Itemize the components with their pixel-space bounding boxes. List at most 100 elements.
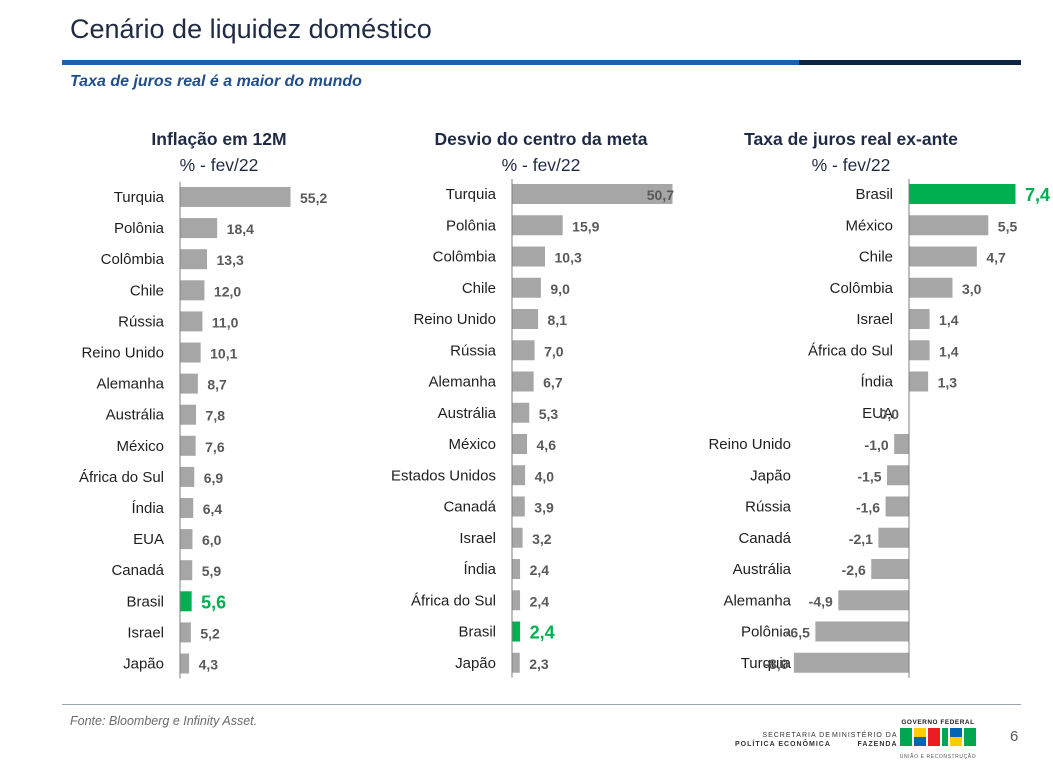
category-label: Canadá: [443, 499, 496, 516]
category-label: Reino Unido: [708, 436, 791, 453]
chart-subtitle: % - fev/22: [502, 155, 581, 175]
value-label: -8,0: [764, 656, 788, 672]
category-label: México: [448, 436, 496, 453]
value-label: 6,0: [202, 532, 222, 548]
value-label: 13,3: [217, 252, 244, 268]
category-label: Austrália: [733, 561, 792, 578]
value-label: 1,3: [938, 375, 958, 391]
chart-title: Taxa de juros real ex-ante: [744, 129, 958, 149]
value-label: 0,0: [880, 406, 900, 422]
chart-panel-1: Inflação em 12M % - fev/22 Turquia 55,2 Polô…: [79, 129, 327, 679]
value-label: 3,0: [962, 281, 982, 297]
value-label: 50,7: [647, 187, 674, 203]
value-label: 4,6: [537, 437, 557, 453]
title-rule-blue: [62, 60, 799, 65]
gov-logo: GOVERNO FEDERAL UNIÃO E RECONSTRUÇÃO: [898, 719, 978, 760]
value-label: 18,4: [227, 221, 254, 237]
org-secretaria: SECRETARIA DE POLÍTICA ECONÔMICA: [735, 731, 831, 749]
org-secretaria-line2: POLÍTICA ECONÔMICA: [735, 741, 831, 748]
value-label: 10,3: [555, 250, 582, 266]
value-label: 5,3: [539, 406, 559, 422]
chart-title: Desvio do centro da meta: [435, 129, 648, 149]
category-label: Alemanha: [96, 376, 164, 393]
category-label: Israel: [856, 311, 893, 328]
value-label: 2,4: [530, 593, 550, 609]
category-label: Turquia: [446, 186, 497, 203]
value-label: 2,3: [529, 656, 549, 672]
gov-logo-top: GOVERNO FEDERAL: [901, 719, 975, 726]
value-label: 1,4: [939, 343, 959, 359]
bar-índia: [180, 498, 194, 518]
value-label: 9,0: [550, 281, 570, 297]
category-label: Canadá: [111, 562, 164, 579]
value-label: 6,9: [204, 470, 224, 486]
value-label: 4,7: [986, 250, 1006, 266]
gov-logo-bottom: UNIÃO E RECONSTRUÇÃO: [899, 754, 977, 760]
bar-rússia: [512, 340, 535, 361]
chart-subtitle: % - fev/22: [180, 155, 259, 175]
bar-austrália: [180, 404, 197, 425]
page-number: 6: [1010, 728, 1019, 745]
value-label: 10,1: [210, 346, 237, 362]
bar-canadá: [180, 560, 193, 581]
category-label: Turquia: [741, 655, 792, 672]
value-label: 5,5: [998, 218, 1018, 234]
category-label: Chile: [130, 282, 164, 299]
category-label: Estados Unidos: [391, 467, 496, 484]
category-label: EUA: [133, 531, 164, 548]
bar-austrália: [871, 559, 909, 579]
bar-israel: [909, 309, 930, 329]
value-label: 4,3: [199, 657, 219, 673]
category-label: Reino Unido: [81, 345, 164, 362]
value-label: 1,4: [939, 312, 959, 328]
category-label: Austrália: [106, 407, 165, 424]
category-label: Rússia: [745, 499, 792, 516]
value-label: -2,1: [849, 531, 873, 547]
value-label: -2,6: [842, 562, 866, 578]
category-label: Israel: [127, 624, 164, 641]
category-label: Japão: [123, 656, 164, 673]
value-label: 8,7: [207, 377, 227, 393]
category-label: Brasil: [126, 593, 164, 610]
bar-israel: [512, 527, 523, 548]
bar-colômbia: [909, 277, 953, 298]
title-rule-dark: [799, 60, 1021, 65]
org-ministerio-line2: FAZENDA: [857, 741, 898, 748]
category-label: Japão: [750, 467, 791, 484]
bar-brasil: [180, 591, 192, 612]
category-label: Israel: [459, 530, 496, 547]
bar-chile: [180, 280, 205, 301]
value-label: 12,0: [214, 283, 241, 299]
gov-logo-mark: [900, 728, 976, 746]
value-label: 7,0: [544, 343, 564, 359]
bar-chile: [909, 246, 977, 267]
category-label: Turquia: [114, 189, 165, 206]
value-label: 55,2: [300, 190, 327, 206]
bar-reino-unido: [512, 309, 539, 329]
bar-turquia: [793, 652, 909, 673]
bar-japão: [180, 653, 190, 674]
category-label: México: [845, 217, 893, 234]
category-label: Índia: [463, 561, 496, 578]
bar-áfrica-do-sul: [180, 466, 195, 487]
bar-japão: [887, 465, 909, 486]
bar-estados-unidos: [512, 465, 526, 486]
bar-turquia: [180, 187, 291, 207]
category-label: EUA: [862, 405, 893, 422]
bar-rússia: [885, 496, 909, 517]
bar-alemanha: [838, 590, 909, 611]
bar-áfrica-do-sul: [909, 340, 930, 361]
category-label: Rússia: [118, 313, 165, 330]
category-label: Alemanha: [428, 374, 496, 391]
footer-rule: [62, 704, 1021, 705]
value-label: -1,5: [857, 468, 881, 484]
value-label: 7,8: [206, 408, 226, 424]
category-label: Rússia: [450, 342, 497, 359]
value-label: 7,6: [205, 439, 225, 455]
bar-polônia: [512, 215, 563, 236]
category-label: África do Sul: [808, 342, 893, 359]
category-label: Brasil: [458, 624, 496, 641]
org-ministerio: MINISTÉRIO DA FAZENDA: [832, 731, 898, 749]
bar-áfrica-do-sul: [512, 590, 521, 611]
bar-polônia: [815, 621, 909, 642]
